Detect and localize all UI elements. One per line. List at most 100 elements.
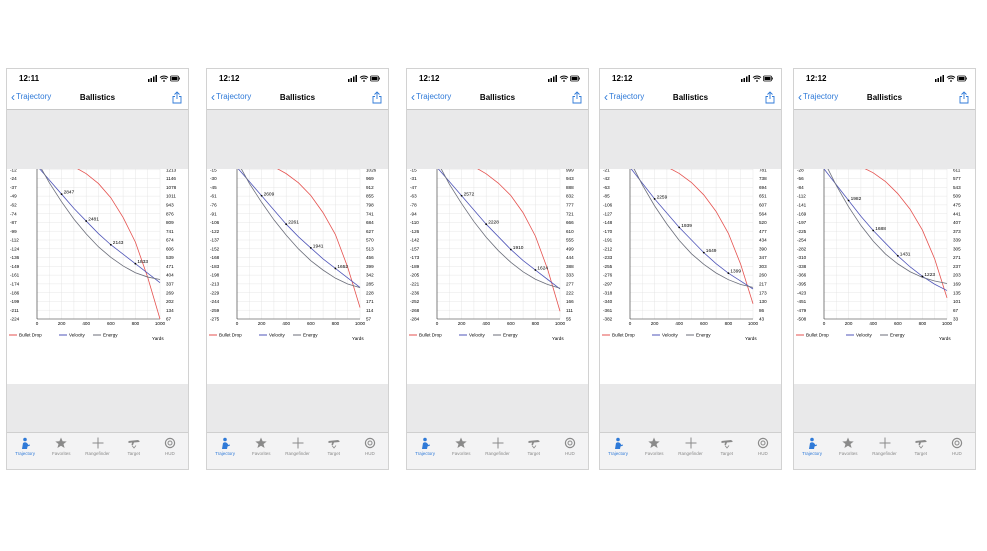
tab-target[interactable]: Target — [116, 433, 152, 469]
drop-tick-label: -112 — [10, 238, 19, 243]
ballistics-chart-area: .223 Custom Projectile 55gr @ 2300 fpsDr… — [794, 169, 975, 384]
tab-hud[interactable]: HUD — [745, 433, 781, 469]
energy-tick-label: 135 — [953, 290, 961, 295]
star-icon — [842, 437, 854, 448]
energy-tick-label: 441 — [953, 211, 961, 216]
navigation-bar: ‹ Trajectory Ballistics — [407, 87, 588, 110]
legend-energy: Energy — [103, 333, 118, 338]
back-button[interactable]: ‹ Trajectory — [604, 91, 644, 103]
tab-rangefinder[interactable]: Rangefinder — [866, 433, 902, 469]
tab-hud[interactable]: HUD — [152, 433, 188, 469]
tab-trajectory[interactable]: Trajectory — [7, 433, 43, 469]
back-button[interactable]: ‹ Trajectory — [411, 91, 451, 103]
velocity-line — [437, 169, 561, 290]
x-tick-label: 200 — [258, 321, 266, 326]
energy-tick-label: 444 — [566, 255, 574, 260]
back-label: Trajectory — [803, 92, 839, 101]
energy-tick-label: 342 — [366, 273, 374, 278]
drop-tick-label: -191 — [603, 238, 613, 243]
tab-rangefinder[interactable]: Rangefinder — [479, 433, 515, 469]
drop-tick-label: -252 — [410, 299, 420, 304]
energy-tick-label: 390 — [759, 246, 767, 251]
page-title: Ballistics — [479, 93, 516, 102]
status-time: 12:12 — [612, 74, 633, 83]
energy-tick-label: 684 — [366, 220, 374, 225]
tab-trajectory[interactable]: Trajectory — [600, 433, 636, 469]
x-tick-label: 400 — [482, 321, 490, 326]
drop-tick-label: -423 — [797, 290, 807, 295]
drop-tick-label: -63 — [410, 194, 417, 199]
tab-target[interactable]: Target — [316, 433, 352, 469]
x-axis-label: Yards — [352, 336, 364, 341]
tab-bar: Trajectory Favorites Rangefinder Target HUD — [7, 432, 188, 469]
drop-tick-label: -189 — [410, 264, 420, 269]
energy-tick-label: 738 — [759, 176, 767, 181]
tab-rangefinder[interactable]: Rangefinder — [79, 433, 115, 469]
phone-screen-1: 12:11 ‹ Trajectory Ballistics .223 Custo… — [6, 68, 189, 470]
drop-tick-label: -37 — [10, 185, 17, 190]
status-icons — [348, 75, 380, 82]
energy-tick-label: 1078 — [166, 185, 177, 190]
wifi-icon — [752, 75, 762, 82]
drop-tick-label: -268 — [410, 308, 420, 313]
tab-trajectory[interactable]: Trajectory — [794, 433, 830, 469]
energy-tick-label: 570 — [366, 238, 374, 243]
energy-tick-label: 499 — [566, 246, 574, 251]
bullet-drop-line — [77, 169, 161, 320]
share-icon[interactable] — [765, 91, 775, 104]
legend-drop: Bullet Drop — [612, 333, 635, 338]
share-icon[interactable] — [172, 91, 182, 104]
phone-screen-4: 12:12 ‹ Trajectory Ballistics .223 Custo… — [599, 68, 782, 470]
tab-trajectory[interactable]: Trajectory — [407, 433, 443, 469]
back-button[interactable]: ‹ Trajectory — [11, 91, 51, 103]
tab-hud[interactable]: HUD — [939, 433, 975, 469]
tab-rangefinder[interactable]: Rangefinder — [279, 433, 315, 469]
velocity-value-label: 2228 — [488, 220, 499, 226]
share-icon[interactable] — [572, 91, 582, 104]
energy-tick-label: 798 — [366, 202, 374, 207]
velocity-point — [60, 193, 63, 196]
share-icon[interactable] — [959, 91, 969, 104]
signal-icon — [148, 75, 157, 82]
drop-tick-label: -479 — [797, 308, 807, 313]
page-title: Ballistics — [279, 93, 316, 102]
drop-tick-label: -84 — [797, 185, 804, 190]
velocity-line — [39, 169, 161, 283]
tab-target[interactable]: Target — [903, 433, 939, 469]
back-button[interactable]: ‹ Trajectory — [798, 91, 839, 103]
tab-label: Target — [914, 451, 927, 456]
drop-tick-label: -85 — [603, 194, 610, 199]
tab-favorites[interactable]: Favorites — [43, 433, 79, 469]
ballistics-chart-area: .223 Custom Projectile 55gr @ 3240 fpsDr… — [7, 169, 188, 384]
tab-label: Rangefinder — [485, 451, 510, 456]
tab-hud[interactable]: HUD — [552, 433, 588, 469]
tab-favorites[interactable]: Favorites — [243, 433, 279, 469]
drop-tick-label: -382 — [603, 317, 613, 322]
tab-label: Rangefinder — [678, 451, 703, 456]
tab-favorites[interactable]: Favorites — [830, 433, 866, 469]
energy-tick-label: 651 — [759, 194, 767, 199]
hud-icon — [951, 437, 963, 449]
velocity-point — [534, 269, 537, 271]
energy-line — [41, 169, 161, 280]
share-icon[interactable] — [372, 91, 382, 104]
shooter-icon — [222, 437, 231, 449]
back-button[interactable]: ‹ Trajectory — [211, 91, 251, 103]
tab-favorites[interactable]: Favorites — [443, 433, 479, 469]
tab-rangefinder[interactable]: Rangefinder — [672, 433, 708, 469]
energy-tick-label: 509 — [953, 194, 961, 199]
energy-tick-label: 627 — [366, 229, 374, 234]
tab-target[interactable]: Target — [709, 433, 745, 469]
battery-icon — [763, 75, 773, 82]
energy-tick-label: 404 — [166, 273, 174, 278]
x-tick-label: 1000 — [355, 321, 366, 326]
tab-bar: Trajectory Favorites Rangefinder Target HUD — [794, 432, 975, 469]
energy-tick-label: 543 — [953, 185, 961, 190]
tab-favorites[interactable]: Favorites — [636, 433, 672, 469]
tab-target[interactable]: Target — [516, 433, 552, 469]
energy-tick-label: 171 — [366, 299, 374, 304]
tab-hud[interactable]: HUD — [352, 433, 388, 469]
gun-icon — [915, 440, 927, 449]
tab-trajectory[interactable]: Trajectory — [207, 433, 243, 469]
energy-tick-label: 67 — [166, 317, 172, 322]
